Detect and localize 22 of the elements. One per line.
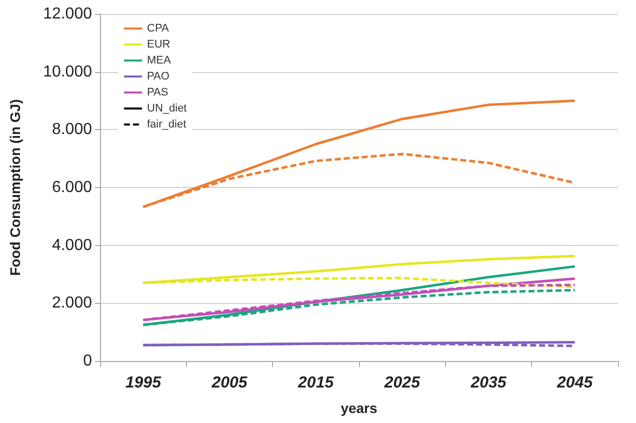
x-tick-label: 2035 xyxy=(470,374,508,392)
y-tick-label: 12.000 xyxy=(43,6,92,22)
y-axis-title: Food Consumption (in GJ) xyxy=(7,99,23,276)
y-tick-label: 6.000 xyxy=(52,179,92,196)
y-tick-label: 0 xyxy=(83,352,92,370)
x-tick-label: 2005 xyxy=(210,374,248,392)
x-axis-title: years xyxy=(340,400,378,416)
legend-label: EUR xyxy=(147,38,170,50)
y-tick-label: 4.000 xyxy=(52,236,92,254)
x-tick-label: 2025 xyxy=(383,374,422,392)
legend-label: MEA xyxy=(147,54,172,66)
y-tick-label: 10.000 xyxy=(43,63,92,80)
legend-label: PAS xyxy=(147,86,168,98)
legend-label: fair_diet xyxy=(147,118,186,130)
x-tick-label: 1995 xyxy=(125,374,162,392)
y-tick-label: 2.000 xyxy=(52,294,92,312)
legend-label: CPA xyxy=(147,22,170,34)
x-tick-label: 2015 xyxy=(297,374,335,392)
legend-label: UN_diet xyxy=(147,102,187,114)
x-tick-label: 2045 xyxy=(556,374,594,392)
legend-label: PAO xyxy=(147,70,170,82)
y-tick-label: 8.000 xyxy=(52,121,92,138)
